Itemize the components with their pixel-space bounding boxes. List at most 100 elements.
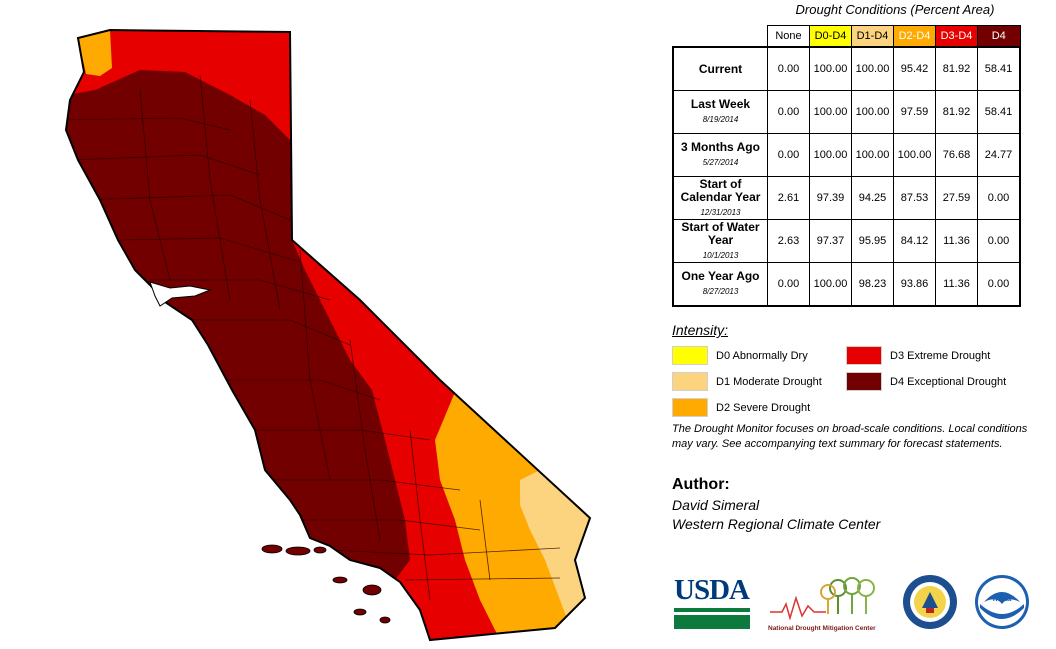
row-date: 8/27/2013 — [702, 287, 739, 296]
table-cell: 0.00 — [767, 262, 810, 307]
row-label: Current — [672, 46, 768, 91]
table-cell: 97.59 — [893, 90, 936, 134]
table-cell: 27.59 — [935, 176, 978, 220]
table-cell: 100.00 — [809, 262, 852, 307]
noaa-logo-text: noaa — [992, 594, 1012, 603]
d4-region — [66, 70, 410, 580]
california-drought-map — [64, 28, 592, 642]
legend-label: D2 Severe Drought — [716, 401, 811, 414]
legend-item: D3 Extreme Drought — [846, 346, 990, 365]
column-header: D1-D4 — [851, 25, 894, 48]
channel-islands — [261, 544, 391, 624]
table-cell: 0.00 — [767, 133, 810, 177]
sf-bay — [149, 281, 212, 307]
disclaimer-note: The Drought Monitor focuses on broad-sca… — [672, 423, 1028, 450]
d2-region-north — [78, 30, 112, 76]
usda-logo: USDA — [674, 574, 750, 630]
table-cell: 100.00 — [851, 46, 894, 91]
table-cell: 84.12 — [893, 219, 936, 263]
table-row: Start of Water Year 10/1/2013 2.63 97.37 95.… — [672, 219, 1021, 263]
legend-label: D3 Extreme Drought — [890, 349, 991, 362]
table-cell: 76.68 — [935, 133, 978, 177]
table-cell: 0.00 — [977, 262, 1021, 307]
legend-swatch — [672, 398, 708, 417]
table-cell: 58.41 — [977, 46, 1021, 91]
table-cell: 95.42 — [893, 46, 936, 91]
row-date: 10/1/2013 — [702, 250, 739, 260]
table-cell: 81.92 — [935, 90, 978, 134]
table-row: Last Week 8/19/2014 0.00 100.00 100.00 97.59 8… — [672, 90, 1021, 134]
legend-label: D4 Exceptional Drought — [890, 375, 1007, 388]
table-cell: 24.77 — [977, 133, 1021, 177]
author-block: David Simeral Western Regional Climate C… — [672, 496, 880, 534]
legend-item: D2 Severe Drought — [672, 398, 810, 417]
legend-swatch — [672, 372, 708, 391]
table-corner — [673, 25, 768, 47]
table-cell: 100.00 — [809, 90, 852, 134]
table-cell: 97.39 — [809, 176, 852, 220]
table-cell: 100.00 — [851, 90, 894, 134]
table-row: 3 Months Ago 5/27/2014 0.00 100.00 100.00 100… — [672, 133, 1021, 177]
row-label-text: 3 Months Ago — [681, 140, 760, 154]
table-cell: 0.00 — [767, 46, 810, 91]
d1-region — [520, 470, 590, 640]
column-header: D4 — [977, 25, 1021, 48]
legend-item: D4 Exceptional Drought — [846, 372, 1006, 391]
table-cell: 81.92 — [935, 46, 978, 91]
noaa-bird-icon — [975, 575, 1029, 629]
table-row: One Year Ago 8/27/2013 0.00 100.00 98.23 93.8… — [672, 262, 1021, 307]
row-label-text: One Year Ago — [681, 269, 760, 283]
table-body: Current 0.00 100.00 100.00 95.42 81.92 58.41 La… — [672, 46, 1021, 307]
table-cell: 100.00 — [851, 133, 894, 177]
author-heading: Author: — [672, 476, 730, 493]
county-lines — [66, 74, 561, 601]
legend-title: Intensity: — [672, 322, 729, 338]
table-cell: 58.41 — [977, 90, 1021, 134]
legend-item: D0 Abnormally Dry — [672, 346, 808, 365]
table-cell: 93.86 — [893, 262, 936, 307]
table-cell: 11.36 — [935, 262, 978, 307]
row-label: Start of Calendar Year 12/31/2013 — [672, 176, 768, 220]
table-cell: 100.00 — [809, 133, 852, 177]
table-title: Drought Conditions (Percent Area) — [795, 2, 995, 17]
table-cell: 0.00 — [977, 176, 1021, 220]
row-label: Last Week 8/19/2014 — [672, 90, 768, 134]
department-of-commerce-seal — [902, 574, 958, 630]
author-name: David Simeral — [672, 497, 760, 513]
legend-swatch — [672, 346, 708, 365]
drought-conditions-table: None D0-D4 D1-D4 D2-D4 D3-D4 D4 Current 0.00 10… — [672, 25, 1021, 307]
row-date: 12/31/2013 — [700, 207, 741, 217]
row-label-text: Start of Calendar Year — [680, 176, 761, 204]
legend-label: D1 Moderate Drought — [716, 375, 822, 388]
legend-swatch — [846, 346, 882, 365]
table-row: Start of Calendar Year 12/31/2013 2.61 97.3… — [672, 176, 1021, 220]
ndmc-logo: National Drought Mitigation Center — [768, 574, 886, 632]
legend-swatch — [846, 372, 882, 391]
legend-label: D0 Abnormally Dry — [716, 349, 808, 362]
row-label-text: Current — [698, 61, 743, 76]
noaa-logo: noaa — [974, 574, 1030, 630]
table-cell: 0.00 — [767, 90, 810, 134]
row-label: Start of Water Year 10/1/2013 — [672, 219, 768, 263]
row-date: 8/19/2014 — [702, 115, 739, 124]
row-label-text: Last Week — [690, 97, 751, 111]
table-cell: 0.00 — [977, 219, 1021, 263]
table-cell: 11.36 — [935, 219, 978, 263]
table-cell: 87.53 — [893, 176, 936, 220]
column-header: D0-D4 — [809, 25, 852, 48]
table-cell: 97.37 — [809, 219, 852, 263]
table-cell: 98.23 — [851, 262, 894, 307]
column-header: D3-D4 — [935, 25, 978, 48]
table-cell: 100.00 — [809, 46, 852, 91]
usda-logo-text: USDA — [674, 574, 750, 606]
ndmc-trees-icon — [770, 577, 875, 621]
row-label: 3 Months Ago 5/27/2014 — [672, 133, 768, 177]
table-cell: 2.61 — [767, 176, 810, 220]
ndmc-logo-text: National Drought Mitigation Center — [768, 625, 876, 632]
author-org: Western Regional Climate Center — [672, 516, 881, 532]
row-label: One Year Ago 8/27/2013 — [672, 262, 768, 307]
row-label-text: Start of Water Year — [681, 219, 760, 247]
table-cell: 2.63 — [767, 219, 810, 263]
table-cell: 94.25 — [851, 176, 894, 220]
row-date: 5/27/2014 — [702, 158, 739, 167]
